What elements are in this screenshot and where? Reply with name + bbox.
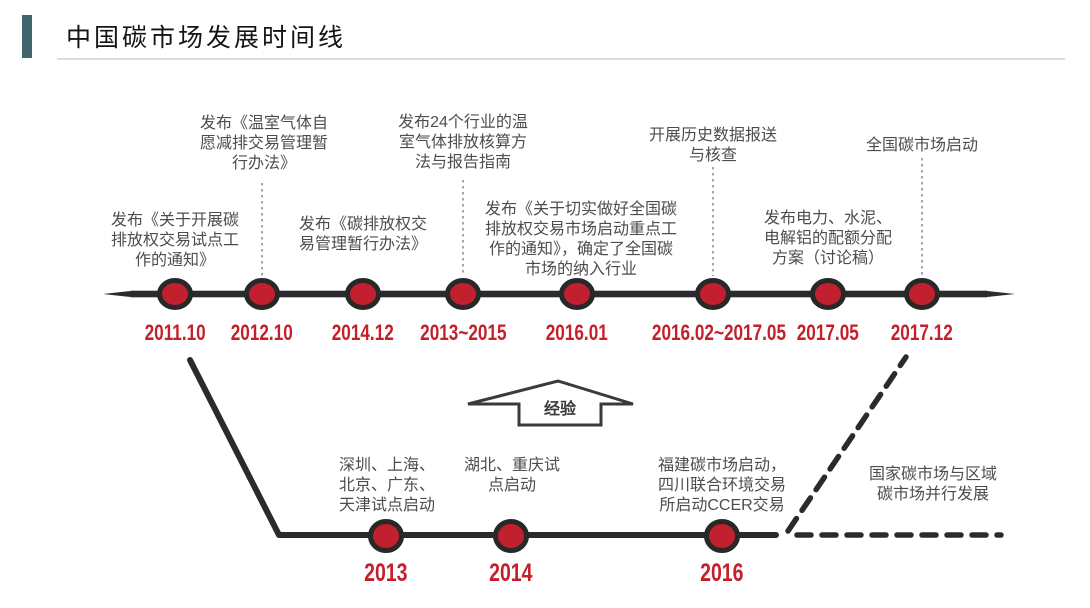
date-text: 2016.02~2017.05 (651, 320, 786, 345)
event-label-2017-05: 发布电力、水泥、 电解铝的配额分配 方案（讨论稿） (763, 210, 892, 267)
timeline-dot-2012-10 (244, 278, 280, 310)
timeline-dot-2016-01 (559, 278, 595, 310)
pilot-date-2013: 2013 (306, 559, 466, 588)
pilot-label-2016: 福建碳市场启动， 四川联合环境交易 所启动CCER交易 (657, 457, 786, 514)
pilot-dot-2013 (368, 519, 404, 553)
date-text: 2014.12 (331, 320, 395, 345)
title-accent-bar (22, 15, 32, 58)
dashed-diagonal-line (785, 354, 909, 534)
date-text: 2011.10 (144, 320, 206, 345)
event-label-2013-2015: 发布24个行业的温 室气体排放核算方 法与报告指南 (398, 114, 528, 171)
timeline-dot-2017-05 (810, 278, 846, 310)
event-date-2013-2015: 2013~2015 (383, 320, 543, 346)
date-text: 2016.01 (545, 320, 609, 345)
event-label-2016-01: 发布《关于切实做好全国碳 排放权交易市场启动重点工 作的通知》，确定了全国碳 市… (484, 201, 677, 278)
date-text: 2017.05 (796, 320, 860, 345)
pilot-dot-2014 (493, 519, 529, 553)
parallel-development-note: 国家碳市场与区域 碳市场并行发展 (868, 466, 997, 503)
experience-arrow-label: 经验 (543, 401, 576, 418)
timeline-dot-2011-10 (157, 278, 193, 310)
event-label-2014-12: 发布《碳排放权交 易管理暂行办法》 (298, 216, 427, 253)
pilot-dot-2016 (704, 519, 740, 553)
date-text: 2017.12 (890, 320, 954, 345)
pilot-date-2016: 2016 (642, 559, 802, 588)
pilot-timeline-line (187, 357, 779, 538)
date-text: 2013 (364, 559, 408, 587)
event-label-2016-02: 开展历史数据报送 与核查 (648, 127, 777, 164)
event-date-2012-10: 2012.10 (182, 320, 342, 346)
timeline-dot-2016-02 (695, 278, 731, 310)
experience-arrow-shape (467, 379, 634, 427)
date-text: 2016 (700, 559, 744, 587)
pilot-label-2014: 湖北、重庆试 点启动 (463, 457, 560, 494)
title-underline (57, 58, 1065, 60)
date-text: 2014 (489, 559, 533, 587)
event-date-2017-12: 2017.12 (842, 320, 1002, 346)
event-date-2017-05: 2017.05 (748, 320, 908, 346)
date-text: 2013~2015 (419, 320, 507, 345)
event-date-2016-01: 2016.01 (497, 320, 657, 346)
event-date-2016-02: 2016.02~2017.05 (633, 320, 793, 346)
event-label-2017-12: 全国碳市场启动 (865, 137, 978, 154)
event-label-2012-10: 发布《温室气体自 愿减排交易管理暂 行办法》 (199, 115, 328, 172)
timeline-dot-2017-12 (904, 278, 940, 310)
date-text: 2012.10 (230, 320, 294, 345)
event-label-2011-10: 发布《关于开展碳 排放权交易试点工 作的通知》 (110, 212, 239, 269)
pilot-label-2013: 深圳、上海、 北京、广东、 天津试点启动 (338, 457, 435, 514)
event-date-2014-12: 2014.12 (283, 320, 443, 346)
timeline-dot-2013-2015 (445, 278, 481, 310)
event-date-2011-10: 2011.10 (95, 320, 255, 346)
pilot-date-2014: 2014 (431, 559, 591, 588)
page-title: 中国碳市场发展时间线 (66, 24, 347, 52)
timeline-dot-2014-12 (345, 278, 381, 310)
